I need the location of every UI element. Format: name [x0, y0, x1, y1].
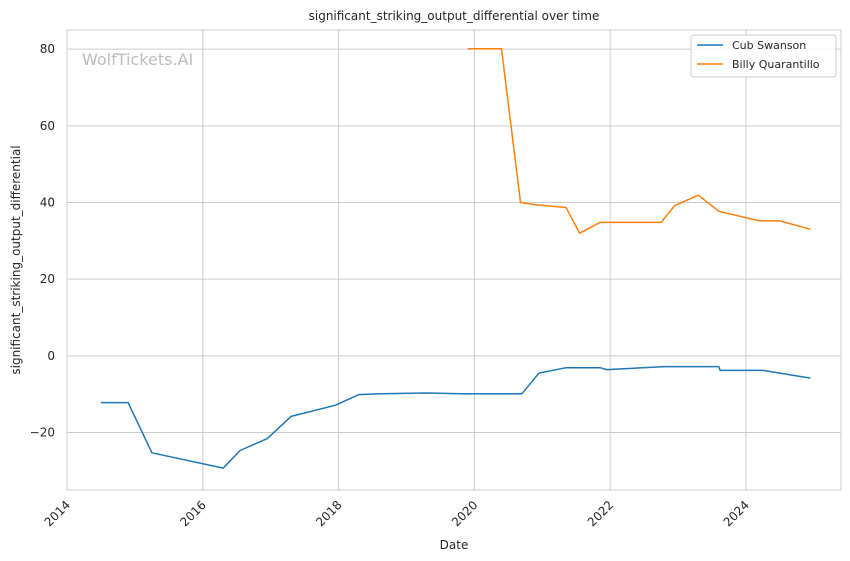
x-tick-label: 2020 — [449, 498, 480, 529]
x-tick-label: 2024 — [721, 498, 752, 529]
grid — [66, 30, 841, 490]
watermark: WolfTickets.AI — [82, 50, 193, 69]
y-axis-label: significant_striking_output_differential — [9, 145, 23, 374]
x-tick-label: 2016 — [177, 498, 208, 529]
plot-frame — [66, 29, 842, 491]
y-tick-label: 80 — [40, 42, 55, 56]
y-tick-label: 40 — [40, 196, 55, 210]
plot-background — [67, 30, 841, 490]
y-tick-labels: −20 0 20 40 60 80 — [30, 42, 55, 439]
series-line-billy-quarantillo — [467, 48, 811, 234]
x-tick-label: 2022 — [585, 498, 616, 529]
chart-title: significant_striking_output_differential… — [309, 9, 600, 23]
series-line-cub-swanson — [100, 365, 811, 469]
legend: Cub Swanson Billy Quarantillo — [690, 34, 837, 78]
x-tick-label: 2018 — [313, 498, 344, 529]
legend-box — [690, 34, 837, 78]
legend-label: Cub Swanson — [732, 39, 806, 52]
y-tick-label: 0 — [47, 349, 55, 363]
series-layer — [100, 48, 811, 469]
x-tick-label: 2014 — [42, 498, 73, 529]
y-tick-label: 60 — [40, 119, 55, 133]
legend-label: Billy Quarantillo — [732, 58, 820, 71]
y-tick-label: −20 — [30, 426, 55, 440]
y-tick-label: 20 — [40, 272, 55, 286]
x-tick-labels: 2014 2016 2018 2020 2022 2024 — [42, 498, 752, 529]
x-axis-label: Date — [440, 538, 469, 552]
